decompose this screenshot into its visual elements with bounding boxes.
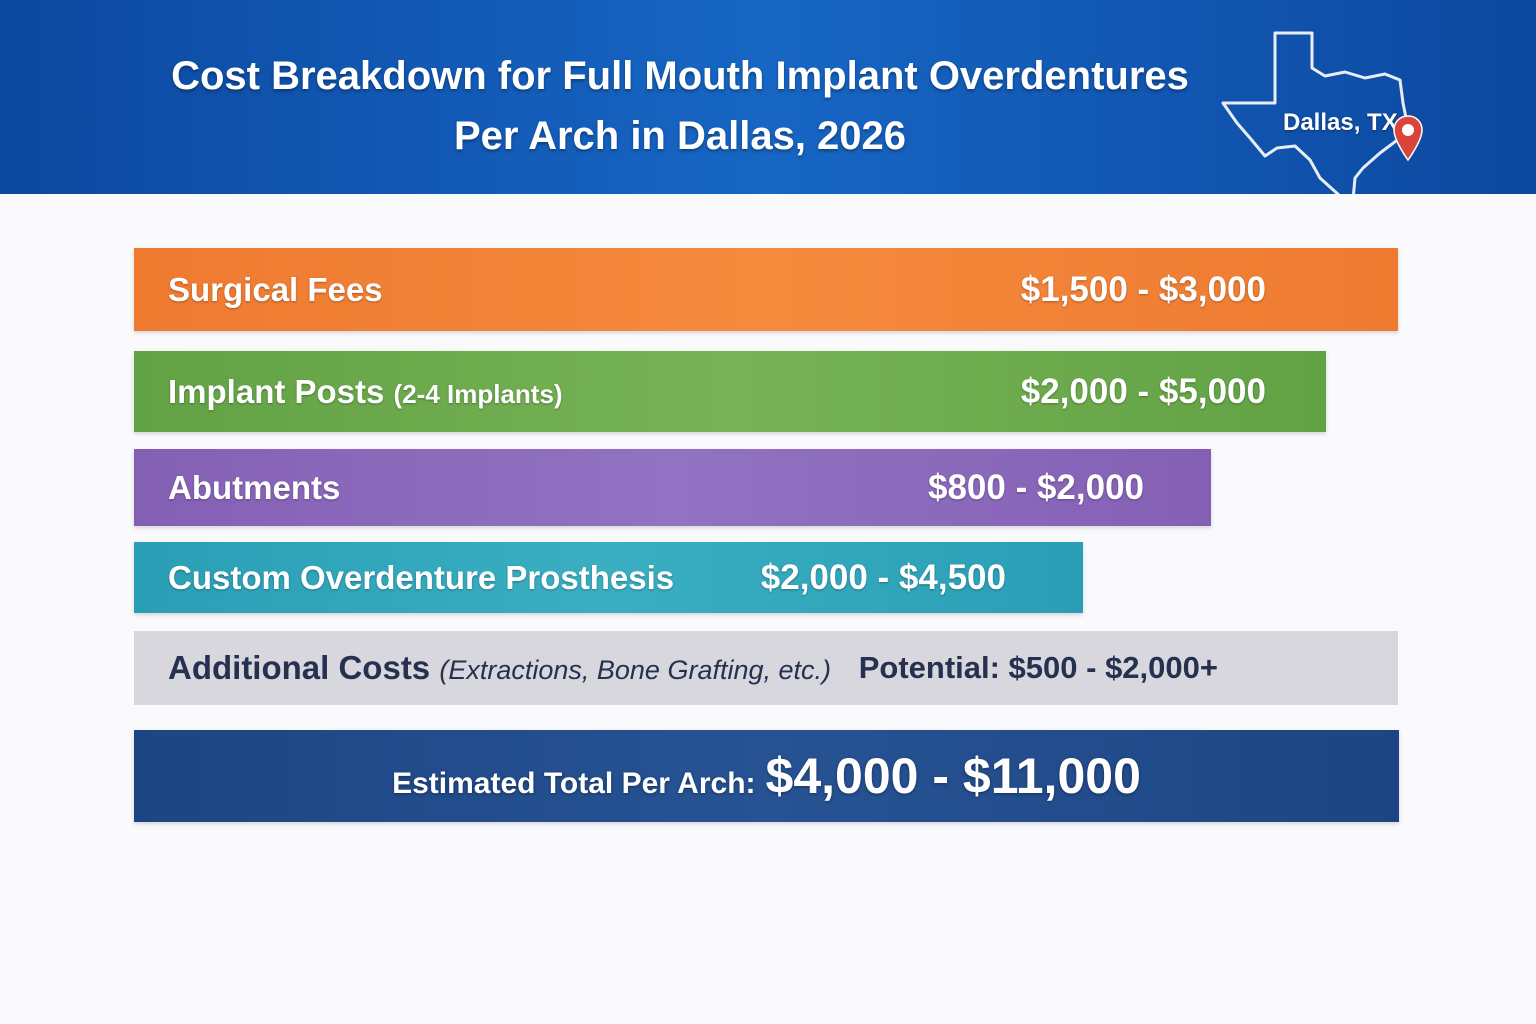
cost-value: $1,500 - $3,000 (1020, 269, 1266, 309)
map-pin-icon (1393, 115, 1423, 162)
cost-bar-prosthesis: Custom Overdenture Prosthesis $2,000 - $… (134, 542, 1083, 613)
page-title-line2: Per Arch in Dallas, 2026 (453, 114, 907, 158)
cost-bar-additional: Additional Costs (Extractions, Bone Graf… (134, 631, 1398, 705)
cost-label-main: Additional Costs (168, 649, 431, 686)
cost-bar-implant-posts: Implant Posts (2-4 Implants) $2,000 - $5… (134, 351, 1326, 432)
page-title-line1: Cost Breakdown for Full Mouth Implant Ov… (171, 54, 1189, 98)
cost-label: Additional Costs (Extractions, Bone Graf… (168, 649, 831, 687)
cost-label-main: Implant Posts (168, 372, 385, 410)
total-label: Estimated Total Per Arch: (392, 767, 756, 800)
cost-value: $2,000 - $5,000 (1020, 371, 1266, 411)
cost-label-note: (2-4 Implants) (393, 378, 563, 409)
cost-bar-abutments: Abutments $800 - $2,000 (134, 449, 1211, 526)
total-value: $4,000 - $11,000 (765, 748, 1141, 804)
cost-value: $2,000 - $4,500 (760, 557, 1006, 597)
cost-label: Abutments (168, 468, 341, 506)
cost-label: Implant Posts (2-4 Implants) (168, 373, 563, 411)
cost-label-note: (Extractions, Bone Grafting, etc.) (439, 655, 832, 685)
cost-label: Custom Overdenture Prosthesis (168, 558, 675, 596)
cost-label: Surgical Fees (168, 270, 383, 308)
location-label: Dallas, TX (1283, 109, 1398, 136)
header-banner: Cost Breakdown for Full Mouth Implant Ov… (0, 0, 1536, 202)
cost-value: Potential: $500 - $2,000+ (858, 650, 1218, 685)
total-text: Estimated Total Per Arch: $4,000 - $11,00… (134, 747, 1399, 805)
texas-map-icon (1221, 31, 1409, 202)
cost-value: $800 - $2,000 (927, 467, 1144, 507)
total-bar: Estimated Total Per Arch: $4,000 - $11,00… (134, 730, 1399, 822)
cost-bar-surgical-fees: Surgical Fees $1,500 - $3,000 (134, 248, 1398, 331)
